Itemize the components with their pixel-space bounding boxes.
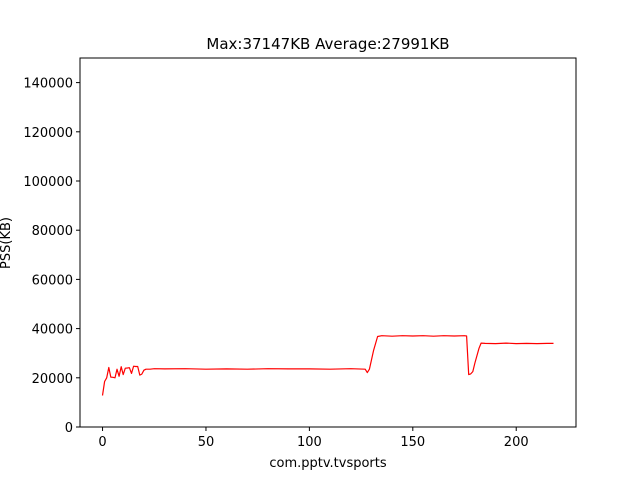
plot-area bbox=[101, 335, 554, 396]
y-tick-label: 60000 bbox=[32, 273, 73, 288]
x-tick-label: 50 bbox=[198, 435, 215, 450]
axes-frame bbox=[79, 57, 577, 428]
pss-series-line bbox=[101, 335, 554, 396]
y-tick-label: 0 bbox=[65, 421, 73, 436]
y-axis-label: PSS(KB) bbox=[0, 217, 14, 269]
y-tick-label: 140000 bbox=[23, 77, 73, 92]
y-tick-label: 120000 bbox=[23, 126, 73, 141]
y-tick-label: 80000 bbox=[32, 224, 73, 239]
x-axis-ticks: 0 50 100 150 200 bbox=[98, 427, 529, 450]
x-tick-label: 0 bbox=[98, 435, 106, 450]
y-tick-label: 100000 bbox=[23, 175, 73, 190]
chart-title: Max:37147KB Average:27991KB bbox=[206, 35, 449, 53]
y-axis-ticks: 0 20000 40000 60000 80000 100000 120000 140000 bbox=[23, 77, 80, 436]
x-tick-label: 200 bbox=[504, 435, 529, 450]
x-tick-label: 150 bbox=[400, 435, 425, 450]
y-tick-label: 20000 bbox=[32, 372, 73, 387]
x-axis-label: com.pptv.tvsports bbox=[269, 456, 387, 471]
x-tick-label: 100 bbox=[297, 435, 322, 450]
y-tick-label: 40000 bbox=[32, 323, 73, 338]
